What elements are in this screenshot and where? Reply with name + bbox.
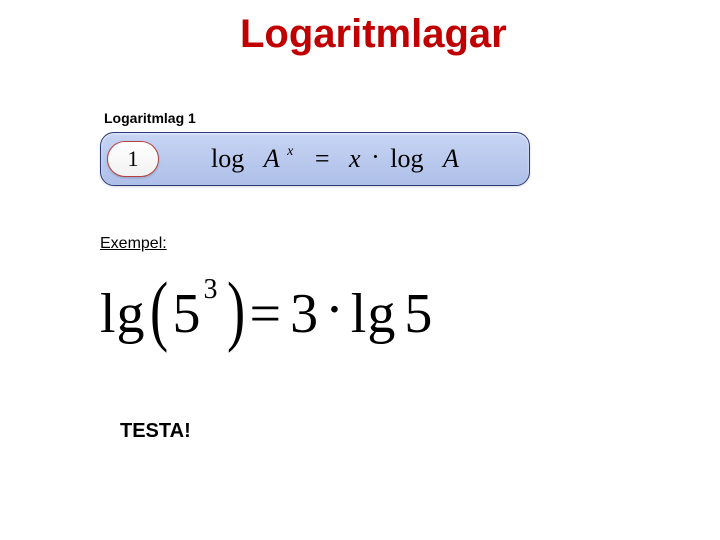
law-section: Logaritmlag 1 1 log A x = x · log A (100, 110, 530, 186)
formula-rhs-A: A (443, 144, 459, 173)
formula-base-A: A (264, 144, 280, 173)
example-exp-3: 3 (204, 274, 219, 305)
example-formula: lg(53)=3·lg5 (100, 275, 433, 346)
example-fn-lg2: lg (351, 283, 397, 345)
example-coeff-3: 3 (290, 283, 319, 345)
close-paren-icon: ) (227, 279, 246, 341)
example-label: Exempel: (100, 235, 167, 253)
formula-rhs-x: x (349, 144, 361, 173)
open-paren-icon: ( (150, 279, 169, 341)
example-arg-5: 5 (404, 283, 433, 345)
formula-log-rhs: log (390, 144, 423, 173)
law-box: 1 log A x = x · log A (100, 132, 530, 186)
formula-eq: = (315, 144, 330, 173)
page-title: Logaritmlagar (240, 12, 507, 57)
formula-log-lhs: log (211, 144, 244, 173)
law-badge: 1 (107, 141, 159, 177)
dot-icon: · (319, 279, 351, 341)
formula-exp-x: x (287, 144, 293, 159)
example-eq: = (250, 283, 283, 345)
law-label: Logaritmlag 1 (100, 110, 530, 126)
slide: Logaritmlagar Logaritmlag 1 1 log A x = … (0, 0, 720, 540)
example-base-5: 5 (173, 283, 202, 345)
testa-label: TESTA! (120, 420, 191, 443)
dot-icon: · (367, 142, 384, 171)
law-formula: log A x = x · log A (211, 144, 459, 174)
example-fn-lg: lg (100, 283, 146, 345)
